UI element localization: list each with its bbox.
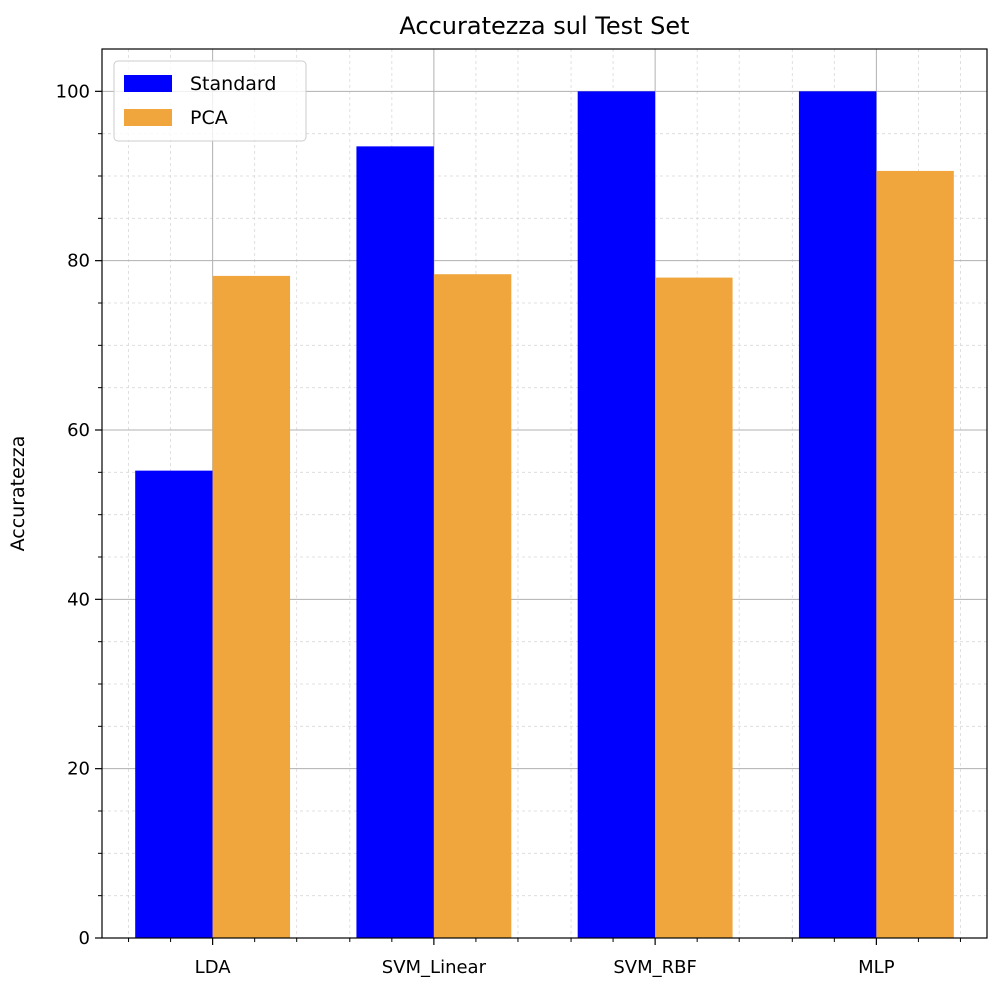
bar-standard-svm_linear xyxy=(356,146,434,938)
y-tick-label: 100 xyxy=(56,81,90,102)
y-axis-label: Accuratezza xyxy=(7,436,29,552)
x-tick-label: MLP xyxy=(858,957,895,978)
bar-pca-svm_rbf xyxy=(655,277,733,939)
x-tick-label: SVM_Linear xyxy=(382,957,487,978)
legend-label-standard: Standard xyxy=(190,73,276,95)
chart-title: Accuratezza sul Test Set xyxy=(399,12,689,40)
bar-pca-svm_linear xyxy=(433,274,512,938)
y-tick-label: 60 xyxy=(67,420,90,441)
y-tick-label: 20 xyxy=(67,759,90,780)
plot-frame xyxy=(101,48,988,939)
y-tick-label: 80 xyxy=(67,251,90,272)
y-tick-label: 40 xyxy=(67,589,90,610)
bars xyxy=(135,91,954,939)
bar-standard-svm_rbf xyxy=(577,91,656,939)
y-tick-label: 0 xyxy=(79,928,90,949)
legend-swatch-pca xyxy=(124,109,172,126)
x-tick-label: LDA xyxy=(195,957,232,978)
legend: Standard PCA xyxy=(113,60,307,142)
legend-swatch-standard xyxy=(124,75,172,92)
bar-standard-mlp xyxy=(798,91,877,939)
bar-standard-lda xyxy=(135,470,213,938)
x-tick-label: SVM_RBF xyxy=(613,957,696,978)
bar-pca-lda xyxy=(212,275,291,938)
legend-label-pca: PCA xyxy=(190,107,228,129)
axis-ticks: 0 20 40 60 80 100 LDA SVM_Linear SVM_RBF MLP xyxy=(56,81,961,978)
bar-pca-mlp xyxy=(876,170,954,939)
